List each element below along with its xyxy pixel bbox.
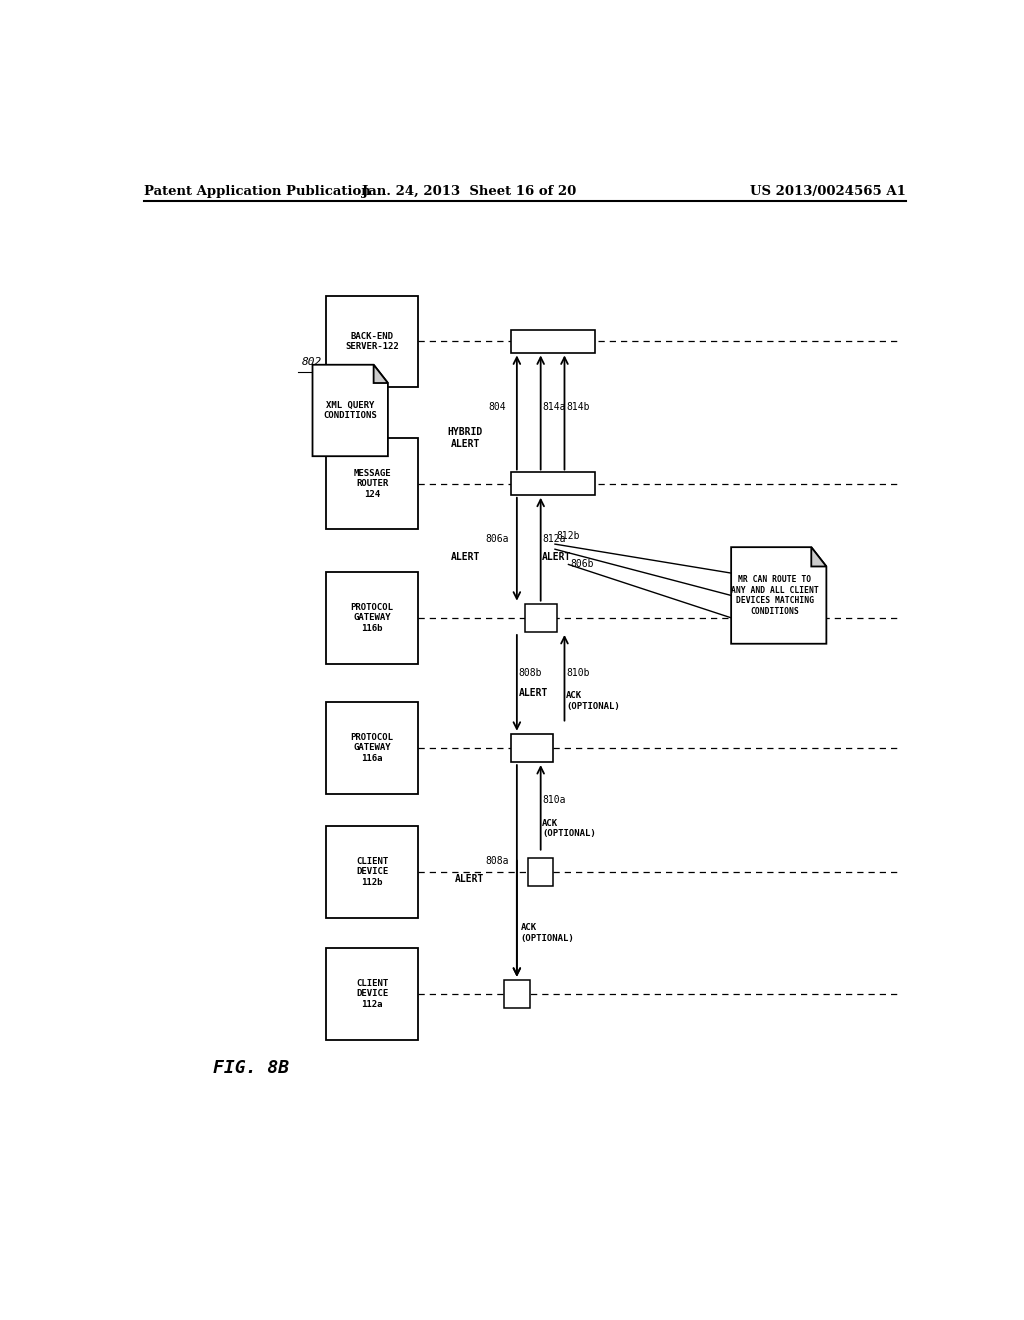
Bar	[327, 948, 418, 1040]
Text: MESSAGE
ROUTER
124: MESSAGE ROUTER 124	[353, 469, 391, 499]
Text: ACK
(OPTIONAL): ACK (OPTIONAL)	[543, 818, 596, 838]
Text: ALERT: ALERT	[455, 874, 484, 884]
Text: 806a: 806a	[485, 535, 509, 544]
Text: US 2013/0024565 A1: US 2013/0024565 A1	[750, 185, 905, 198]
Text: ALERT: ALERT	[518, 688, 548, 698]
Text: 808a: 808a	[485, 855, 509, 866]
Text: 814b: 814b	[566, 403, 590, 412]
Bar	[524, 603, 557, 632]
Text: XML QUERY
CONDITIONS: XML QUERY CONDITIONS	[324, 401, 377, 420]
Text: 812b: 812b	[557, 531, 580, 541]
Text: HYBRID
ALERT: HYBRID ALERT	[447, 428, 483, 449]
Bar	[327, 572, 418, 664]
Polygon shape	[731, 548, 826, 644]
Text: CLIENT
DEVICE
112a: CLIENT DEVICE 112a	[356, 979, 388, 1008]
Polygon shape	[374, 364, 388, 383]
Text: 812a: 812a	[543, 535, 565, 544]
Text: 810b: 810b	[566, 668, 590, 677]
Text: 810a: 810a	[543, 795, 565, 805]
Bar	[504, 979, 529, 1008]
Bar	[327, 702, 418, 793]
Text: 814a: 814a	[543, 403, 565, 412]
Bar	[511, 734, 553, 762]
Bar	[511, 473, 595, 495]
Polygon shape	[811, 548, 826, 566]
Text: 806b: 806b	[570, 560, 594, 569]
Text: 808b: 808b	[518, 668, 542, 677]
Text: Jan. 24, 2013  Sheet 16 of 20: Jan. 24, 2013 Sheet 16 of 20	[362, 185, 577, 198]
Text: ALERT: ALERT	[451, 552, 480, 562]
Bar	[327, 826, 418, 917]
Text: ALERT: ALERT	[543, 552, 571, 562]
Text: ACK
(OPTIONAL): ACK (OPTIONAL)	[521, 923, 574, 942]
Polygon shape	[312, 364, 388, 457]
Bar	[327, 296, 418, 387]
Text: PROTOCOL
GATEWAY
116a: PROTOCOL GATEWAY 116a	[350, 733, 393, 763]
Text: BACK-END
SERVER-122: BACK-END SERVER-122	[345, 331, 399, 351]
Bar	[511, 330, 595, 352]
Text: Patent Application Publication: Patent Application Publication	[143, 185, 371, 198]
Text: CLIENT
DEVICE
112b: CLIENT DEVICE 112b	[356, 857, 388, 887]
Bar	[327, 438, 418, 529]
Bar	[528, 858, 553, 886]
Text: FIG. 8B: FIG. 8B	[213, 1059, 289, 1077]
Text: 802: 802	[302, 356, 323, 367]
Text: 804: 804	[488, 403, 506, 412]
Text: ACK
(OPTIONAL): ACK (OPTIONAL)	[566, 692, 620, 711]
Text: PROTOCOL
GATEWAY
116b: PROTOCOL GATEWAY 116b	[350, 603, 393, 632]
Text: MR CAN ROUTE TO
ANY AND ALL CLIENT
DEVICES MATCHING
CONDITIONS: MR CAN ROUTE TO ANY AND ALL CLIENT DEVIC…	[731, 576, 818, 615]
